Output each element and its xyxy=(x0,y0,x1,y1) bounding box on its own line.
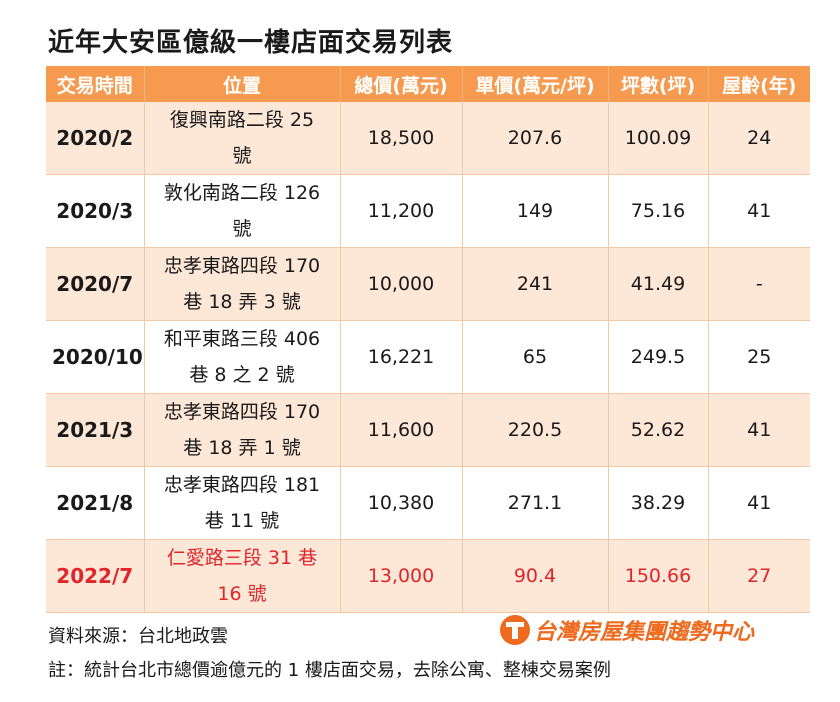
cell-total-price: 18,500 xyxy=(340,102,463,175)
cell-unit-price: 220.5 xyxy=(462,393,609,467)
cell-age: 25 xyxy=(708,320,810,394)
header-unit-price: 單價(萬元/坪) xyxy=(462,66,609,102)
cell-area: 100.09 xyxy=(608,102,709,175)
cell-location: 和平東路三段 406 巷 8 之 2 號 xyxy=(144,320,341,394)
cell-area: 75.16 xyxy=(608,174,709,248)
cell-date: 2020/2 xyxy=(46,102,145,175)
location-line1: 和平東路三段 406 xyxy=(163,328,321,350)
taiwan-realty-logo-icon xyxy=(500,615,530,645)
cell-location: 忠孝東路四段 170 巷 18 弄 1 號 xyxy=(144,393,341,467)
cell-age: - xyxy=(708,247,810,321)
table-row: 2020/2 復興南路二段 25 號 18,500 207.6 100.09 24 xyxy=(46,102,810,175)
header-area: 坪數(坪) xyxy=(608,66,709,102)
cell-unit-price: 149 xyxy=(462,174,609,248)
location-line1: 敦化南路二段 126 xyxy=(163,182,321,204)
brand-name: 台灣房屋集團趨勢中心 xyxy=(534,620,755,645)
table-row: 2021/3 忠孝東路四段 170 巷 18 弄 1 號 11,600 220.5… xyxy=(46,393,810,467)
cell-age: 27 xyxy=(708,539,810,613)
cell-location: 仁愛路三段 31 巷 16 號 xyxy=(144,539,341,613)
cell-unit-price: 65 xyxy=(462,320,609,394)
location-line2: 16 號 xyxy=(217,583,267,605)
cell-total-price: 11,200 xyxy=(340,174,463,248)
page-title: 近年大安區億級一樓店面交易列表 xyxy=(48,28,454,58)
cell-area: 52.62 xyxy=(608,393,709,467)
location-line2: 號 xyxy=(232,218,252,240)
table-row: 2020/7 忠孝東路四段 170 巷 18 弄 3 號 10,000 241 4… xyxy=(46,247,810,321)
cell-date: 2021/8 xyxy=(46,466,145,540)
location-line1: 復興南路二段 25 xyxy=(169,109,315,131)
cell-location: 敦化南路二段 126 號 xyxy=(144,174,341,248)
location-line1: 忠孝東路四段 170 xyxy=(163,401,321,423)
cell-total-price: 16,221 xyxy=(340,320,463,394)
cell-unit-price: 207.6 xyxy=(462,102,609,175)
brand-mark: 台灣房屋集團趨勢中心 xyxy=(500,614,754,646)
cell-location: 復興南路二段 25 號 xyxy=(144,102,341,175)
cell-unit-price: 271.1 xyxy=(462,466,609,540)
transaction-table: 交易時間 位置 總價(萬元) 單價(萬元/坪) 坪數(坪) 屋齡(年) 2020… xyxy=(46,66,810,613)
table-row: 2020/3 敦化南路二段 126 號 11,200 149 75.16 41 xyxy=(46,174,810,248)
cell-area: 150.66 xyxy=(608,539,709,613)
header-date: 交易時間 xyxy=(46,66,145,102)
cell-area: 41.49 xyxy=(608,247,709,321)
cell-total-price: 10,000 xyxy=(340,247,463,321)
cell-total-price: 11,600 xyxy=(340,393,463,467)
header-age: 屋齡(年) xyxy=(708,66,810,102)
cell-unit-price: 241 xyxy=(462,247,609,321)
location-line1: 忠孝東路四段 181 xyxy=(163,474,321,496)
cell-total-price: 13,000 xyxy=(340,539,463,613)
location-line2: 巷 8 之 2 號 xyxy=(189,364,295,386)
cell-unit-price: 90.4 xyxy=(462,539,609,613)
location-line1: 仁愛路三段 31 巷 xyxy=(166,547,318,569)
table-row-highlighted: 2022/7 仁愛路三段 31 巷 16 號 13,000 90.4 150.66… xyxy=(46,539,810,613)
table-header-row: 交易時間 位置 總價(萬元) 單價(萬元/坪) 坪數(坪) 屋齡(年) xyxy=(46,66,810,102)
cell-date: 2020/10 xyxy=(46,320,145,394)
source-note: 資料來源：台北地政雲 xyxy=(48,626,228,647)
cell-location: 忠孝東路四段 170 巷 18 弄 3 號 xyxy=(144,247,341,321)
footnote: 註：統計台北市總價逾億元的 1 樓店面交易，去除公寓、整棟交易案例 xyxy=(48,660,611,681)
location-line2: 巷 11 號 xyxy=(204,510,280,532)
cell-age: 41 xyxy=(708,466,810,540)
table-row: 2020/10 和平東路三段 406 巷 8 之 2 號 16,221 65 24… xyxy=(46,320,810,394)
cell-age: 41 xyxy=(708,393,810,467)
cell-total-price: 10,380 xyxy=(340,466,463,540)
cell-date: 2020/3 xyxy=(46,174,145,248)
location-line2: 巷 18 弄 1 號 xyxy=(183,437,301,459)
location-line1: 忠孝東路四段 170 xyxy=(163,255,321,277)
table-row: 2021/8 忠孝東路四段 181 巷 11 號 10,380 271.1 38.… xyxy=(46,466,810,540)
cell-age: 24 xyxy=(708,102,810,175)
cell-location: 忠孝東路四段 181 巷 11 號 xyxy=(144,466,341,540)
location-line2: 號 xyxy=(232,145,252,167)
header-location: 位置 xyxy=(144,66,341,102)
cell-date: 2020/7 xyxy=(46,247,145,321)
cell-area: 38.29 xyxy=(608,466,709,540)
cell-date: 2022/7 xyxy=(46,539,145,613)
cell-date: 2021/3 xyxy=(46,393,145,467)
location-line2: 巷 18 弄 3 號 xyxy=(183,291,301,313)
cell-age: 41 xyxy=(708,174,810,248)
cell-area: 249.5 xyxy=(608,320,709,394)
header-total-price: 總價(萬元) xyxy=(340,66,463,102)
